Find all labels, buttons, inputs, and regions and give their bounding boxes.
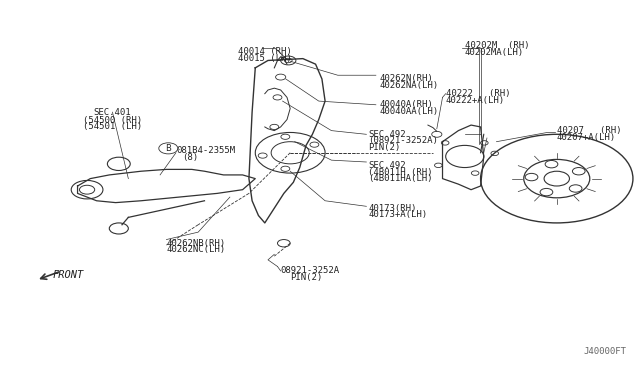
Text: SEC.492: SEC.492 — [368, 130, 406, 139]
Text: 40262NA(LH): 40262NA(LH) — [379, 81, 438, 90]
Text: 40207+A(LH): 40207+A(LH) — [557, 133, 616, 142]
Text: PIN(2): PIN(2) — [368, 143, 401, 152]
Text: (8): (8) — [182, 153, 198, 162]
Text: 40015 (LH): 40015 (LH) — [238, 54, 292, 63]
Text: 40262NC(LH): 40262NC(LH) — [166, 246, 225, 254]
Text: 40173(RH): 40173(RH) — [368, 203, 417, 213]
Text: 40262NB(RH): 40262NB(RH) — [166, 239, 225, 248]
Text: 40207   (RH): 40207 (RH) — [557, 126, 621, 135]
Text: (4B011H (RH): (4B011H (RH) — [368, 168, 433, 177]
Text: 40202MA(LH): 40202MA(LH) — [465, 48, 524, 57]
Text: 40173+A(LH): 40173+A(LH) — [368, 210, 428, 219]
Text: 40040A(RH): 40040A(RH) — [379, 100, 433, 109]
Text: (54501 (LH): (54501 (LH) — [83, 122, 142, 131]
Text: J40000FT: J40000FT — [584, 347, 627, 356]
Text: B: B — [165, 144, 172, 153]
Text: (54500 (RH): (54500 (RH) — [83, 116, 142, 125]
Text: FRONT: FRONT — [52, 270, 84, 280]
Text: 081B4-2355M: 081B4-2355M — [176, 147, 235, 155]
Text: 40262N(RH): 40262N(RH) — [379, 74, 433, 83]
Text: 40202M  (RH): 40202M (RH) — [465, 41, 529, 50]
Text: (08921-3252A): (08921-3252A) — [368, 137, 438, 145]
Circle shape — [284, 58, 292, 62]
Text: 40222   (RH): 40222 (RH) — [445, 89, 510, 98]
Text: SEC.492: SEC.492 — [368, 161, 406, 170]
Text: 08921-3252A: 08921-3252A — [281, 266, 340, 275]
Text: (4B011HA(LH): (4B011HA(LH) — [368, 174, 433, 183]
Text: 40222+A(LH): 40222+A(LH) — [445, 96, 505, 105]
Text: 40040AA(LH): 40040AA(LH) — [379, 107, 438, 116]
Text: 40014 (RH): 40014 (RH) — [238, 47, 292, 56]
Text: SEC.401: SEC.401 — [93, 108, 131, 118]
Text: PIN(2): PIN(2) — [290, 273, 323, 282]
